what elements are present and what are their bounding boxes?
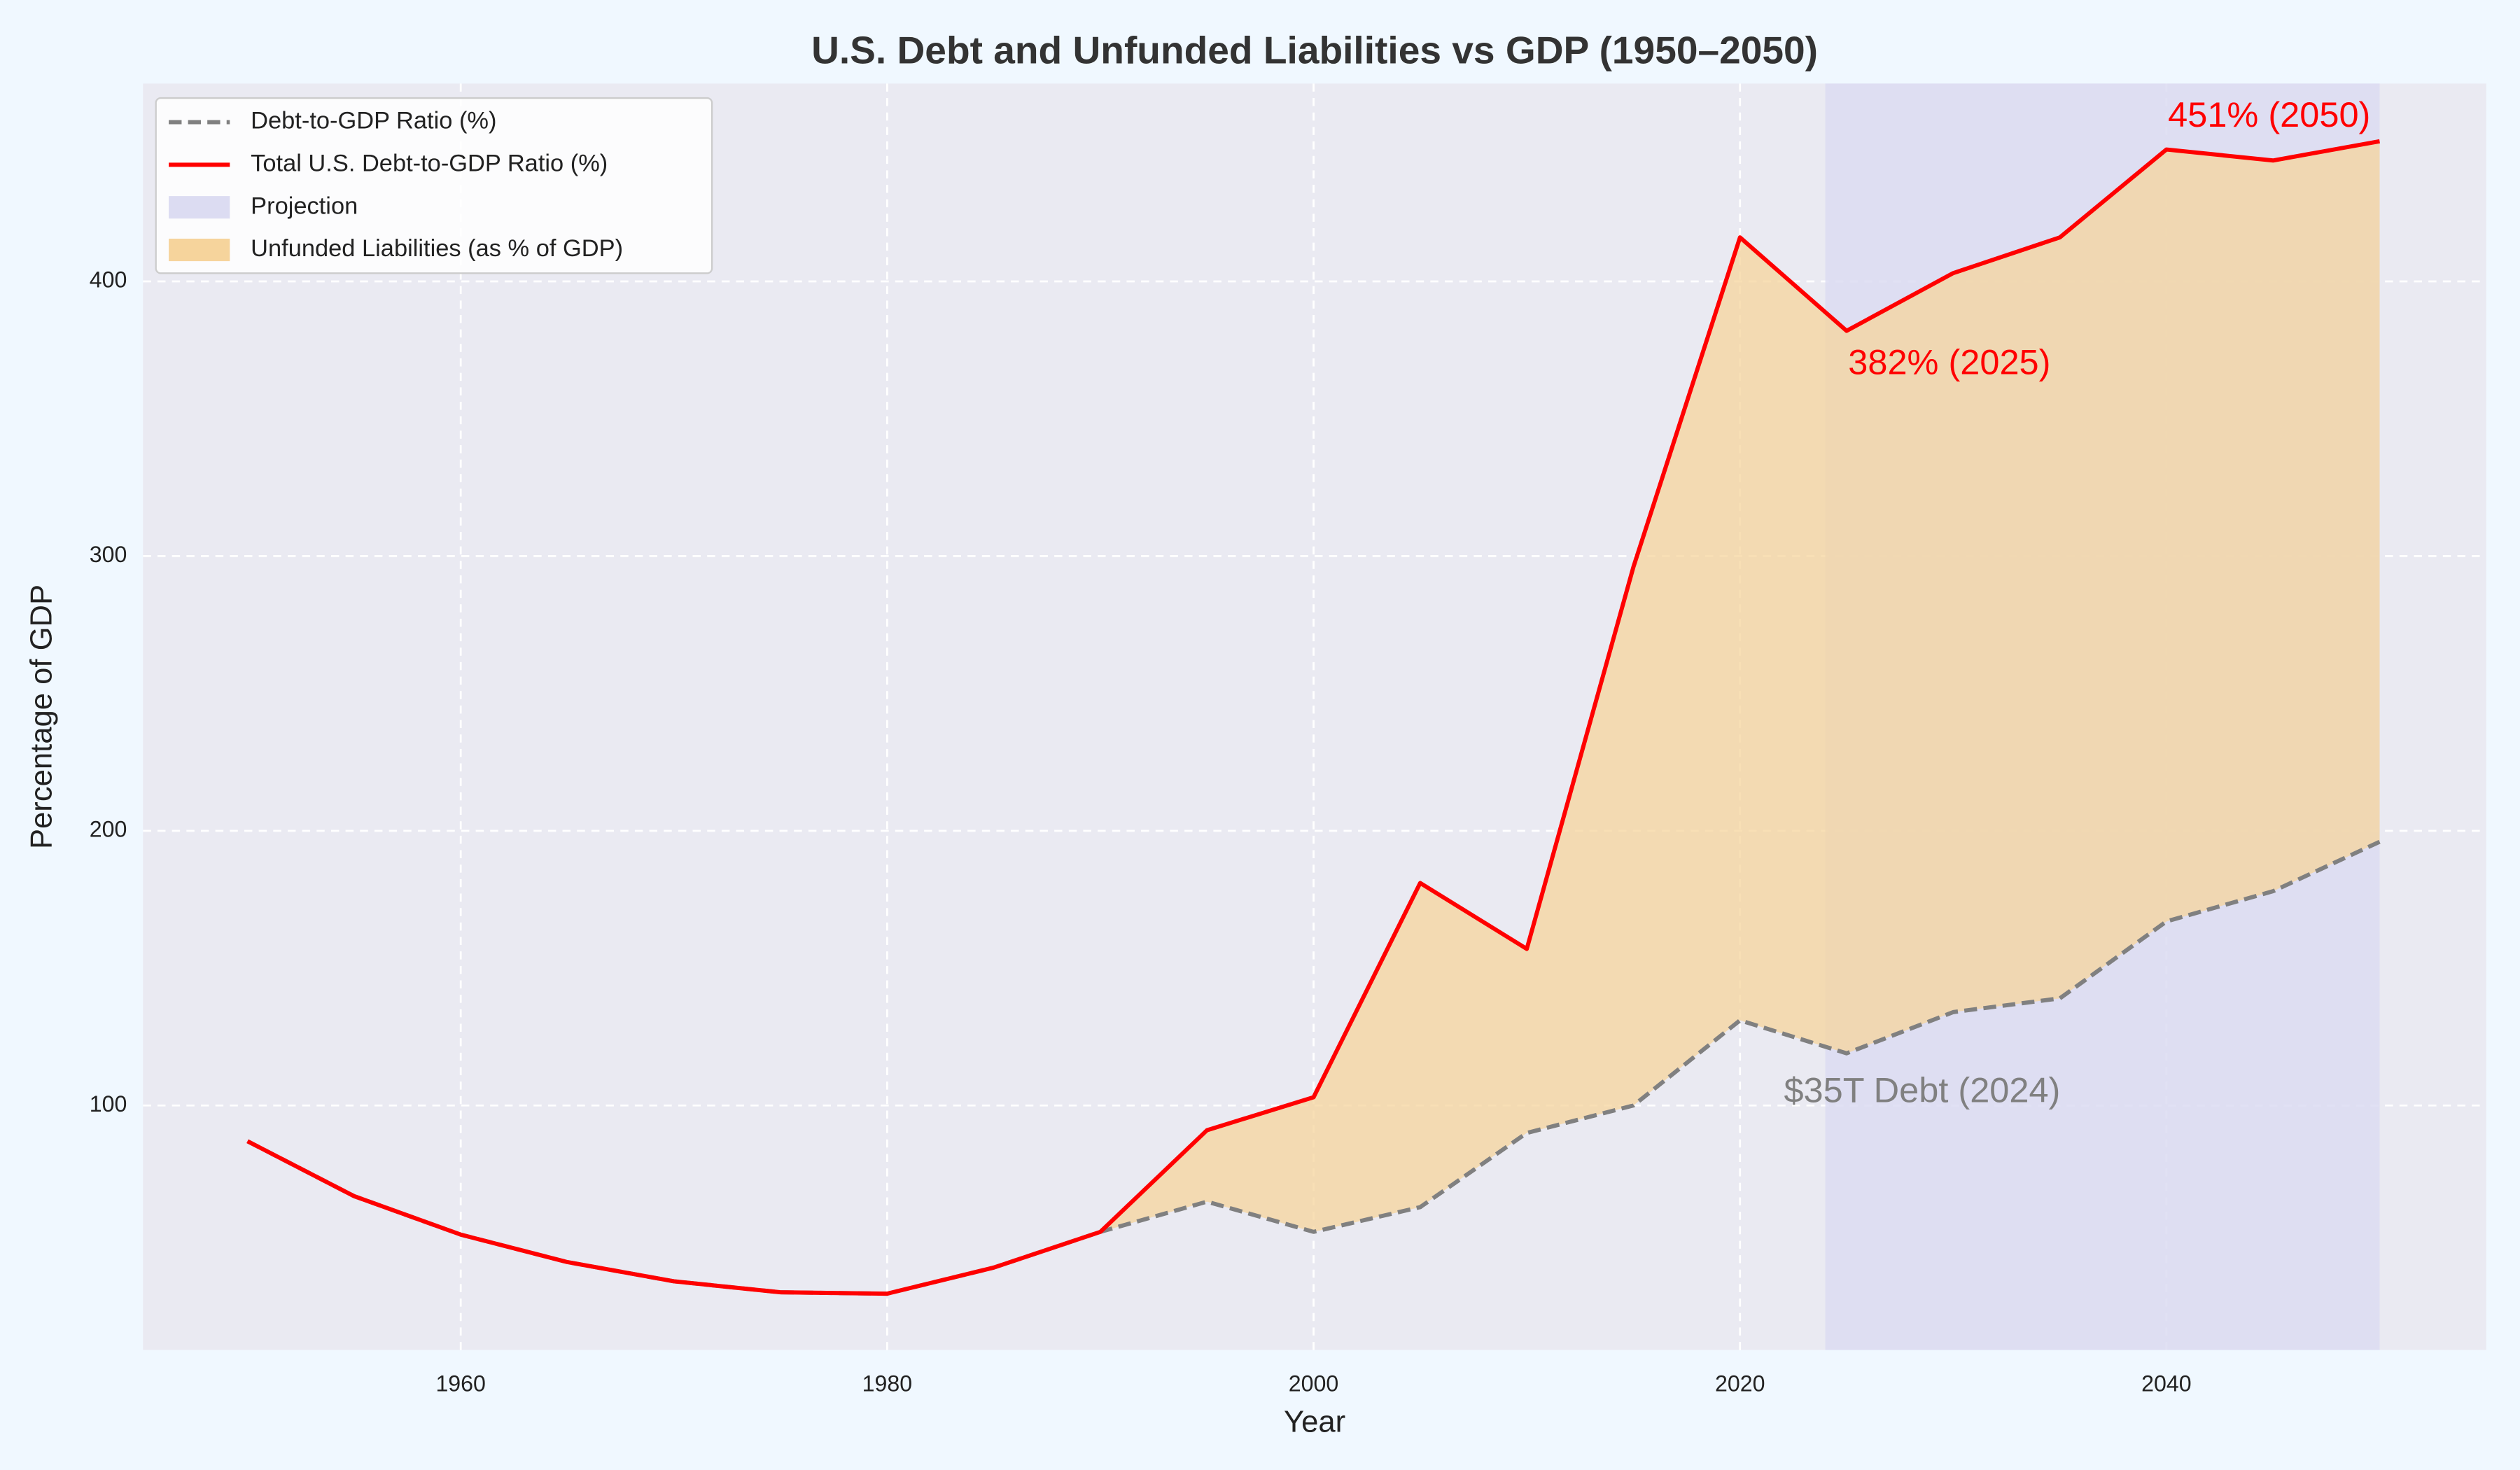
y-axis-label: Percentage of GDP [25, 584, 59, 849]
unfunded-area [247, 141, 2380, 1294]
legend-label: Debt-to-GDP Ratio (%) [251, 108, 496, 134]
y-tick-label: 300 [90, 542, 127, 567]
x-tick-label: 2040 [2141, 1371, 2191, 1396]
legend-label: Projection [251, 192, 358, 219]
x-tick-label: 1960 [435, 1371, 485, 1396]
y-tick-label: 400 [90, 267, 127, 292]
x-tick-label: 1980 [862, 1371, 912, 1396]
annotation: $35T Debt (2024) [1784, 1070, 2060, 1110]
legend-swatch [169, 196, 230, 219]
legend-label: Total U.S. Debt-to-GDP Ratio (%) [251, 150, 608, 176]
legend-label: Unfunded Liabilities (as % of GDP) [251, 235, 623, 262]
x-tick-label: 2020 [1715, 1371, 1765, 1396]
annotation: 382% (2025) [1848, 342, 2050, 382]
annotation: 451% (2050) [2168, 94, 2370, 134]
legend-swatch [169, 238, 230, 262]
x-axis-label: Year [1284, 1406, 1345, 1439]
y-tick-label: 100 [90, 1091, 127, 1116]
legend-box [155, 97, 713, 274]
chart-title: U.S. Debt and Unfunded Liabilities vs GD… [811, 28, 1818, 71]
legend: Debt-to-GDP Ratio (%) Total U.S. Debt-to-… [155, 97, 713, 274]
series-line [246, 139, 2381, 1296]
x-tick-label: 2000 [1289, 1371, 1338, 1396]
y-tick-label: 200 [90, 816, 127, 841]
series-line [246, 839, 2381, 1296]
